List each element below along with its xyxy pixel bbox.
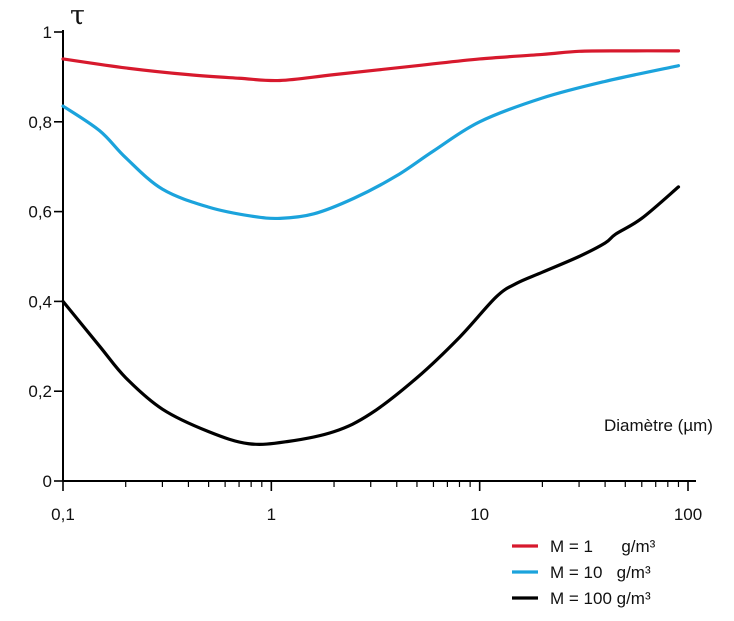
y-axis-title: τ <box>70 0 85 31</box>
legend-label: M = 1 g/m³ <box>550 537 656 556</box>
series-line-m1 <box>61 49 681 83</box>
legend-label: M = 100 g/m³ <box>550 589 651 608</box>
y-tick-label: 0,4 <box>28 292 52 311</box>
series-line-m100 <box>61 185 681 446</box>
legend: M = 1 g/m³ M = 10 g/m³ M = 100 g/m³ <box>512 537 656 608</box>
axes <box>62 30 696 482</box>
x-tick-label: 1 <box>267 505 276 524</box>
series-line-m10 <box>61 64 681 221</box>
y-tick-label: 0,6 <box>28 203 52 222</box>
x-tick-label: 10 <box>470 505 489 524</box>
series-layer <box>61 49 681 446</box>
x-tick-label: 0,1 <box>51 505 75 524</box>
x-tick-label: 100 <box>674 505 702 524</box>
y-tick-label: 0,8 <box>28 113 52 132</box>
ticks: 0 0,2 0,4 0,6 0,8 1 0,1 1 10 100 <box>28 23 702 524</box>
x-axis-title: Diamètre (µm) <box>604 416 713 435</box>
y-tick-label: 1 <box>43 23 52 42</box>
y-tick-label: 0,2 <box>28 382 52 401</box>
legend-label: M = 10 g/m³ <box>550 563 651 582</box>
y-tick-label: 0 <box>43 472 52 491</box>
